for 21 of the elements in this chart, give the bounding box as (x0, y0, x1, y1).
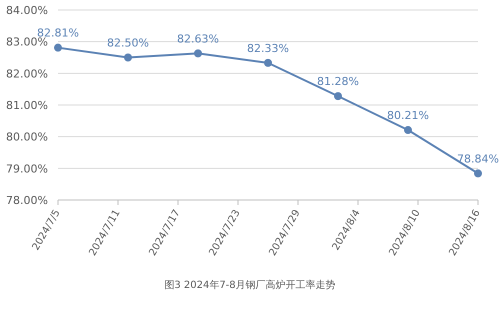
data-label: 80.21% (387, 109, 429, 122)
point (404, 126, 412, 134)
y-tick-label: 80.00% (6, 130, 48, 144)
data-label: 82.63% (177, 32, 219, 46)
point (334, 92, 342, 100)
point (124, 54, 132, 62)
data-label: 82.50% (107, 36, 149, 50)
y-tick-label: 82.00% (6, 67, 48, 80)
point (474, 169, 482, 178)
y-tick-label: 84.00% (6, 4, 48, 17)
point (194, 49, 202, 58)
data-label: 81.28% (317, 75, 359, 88)
y-tick-label: 79.00% (6, 162, 48, 176)
point (54, 44, 62, 52)
caption: 图3 2024年7-8月钢厂高炉开工率走势 (164, 279, 336, 291)
point (264, 58, 272, 67)
data-label: 82.33% (247, 42, 289, 55)
y-tick-label: 81.00% (6, 99, 48, 112)
data-label: 78.84% (457, 152, 499, 166)
y-tick-label: 78.00% (6, 194, 48, 207)
y-tick-label: 83.00% (6, 36, 48, 49)
